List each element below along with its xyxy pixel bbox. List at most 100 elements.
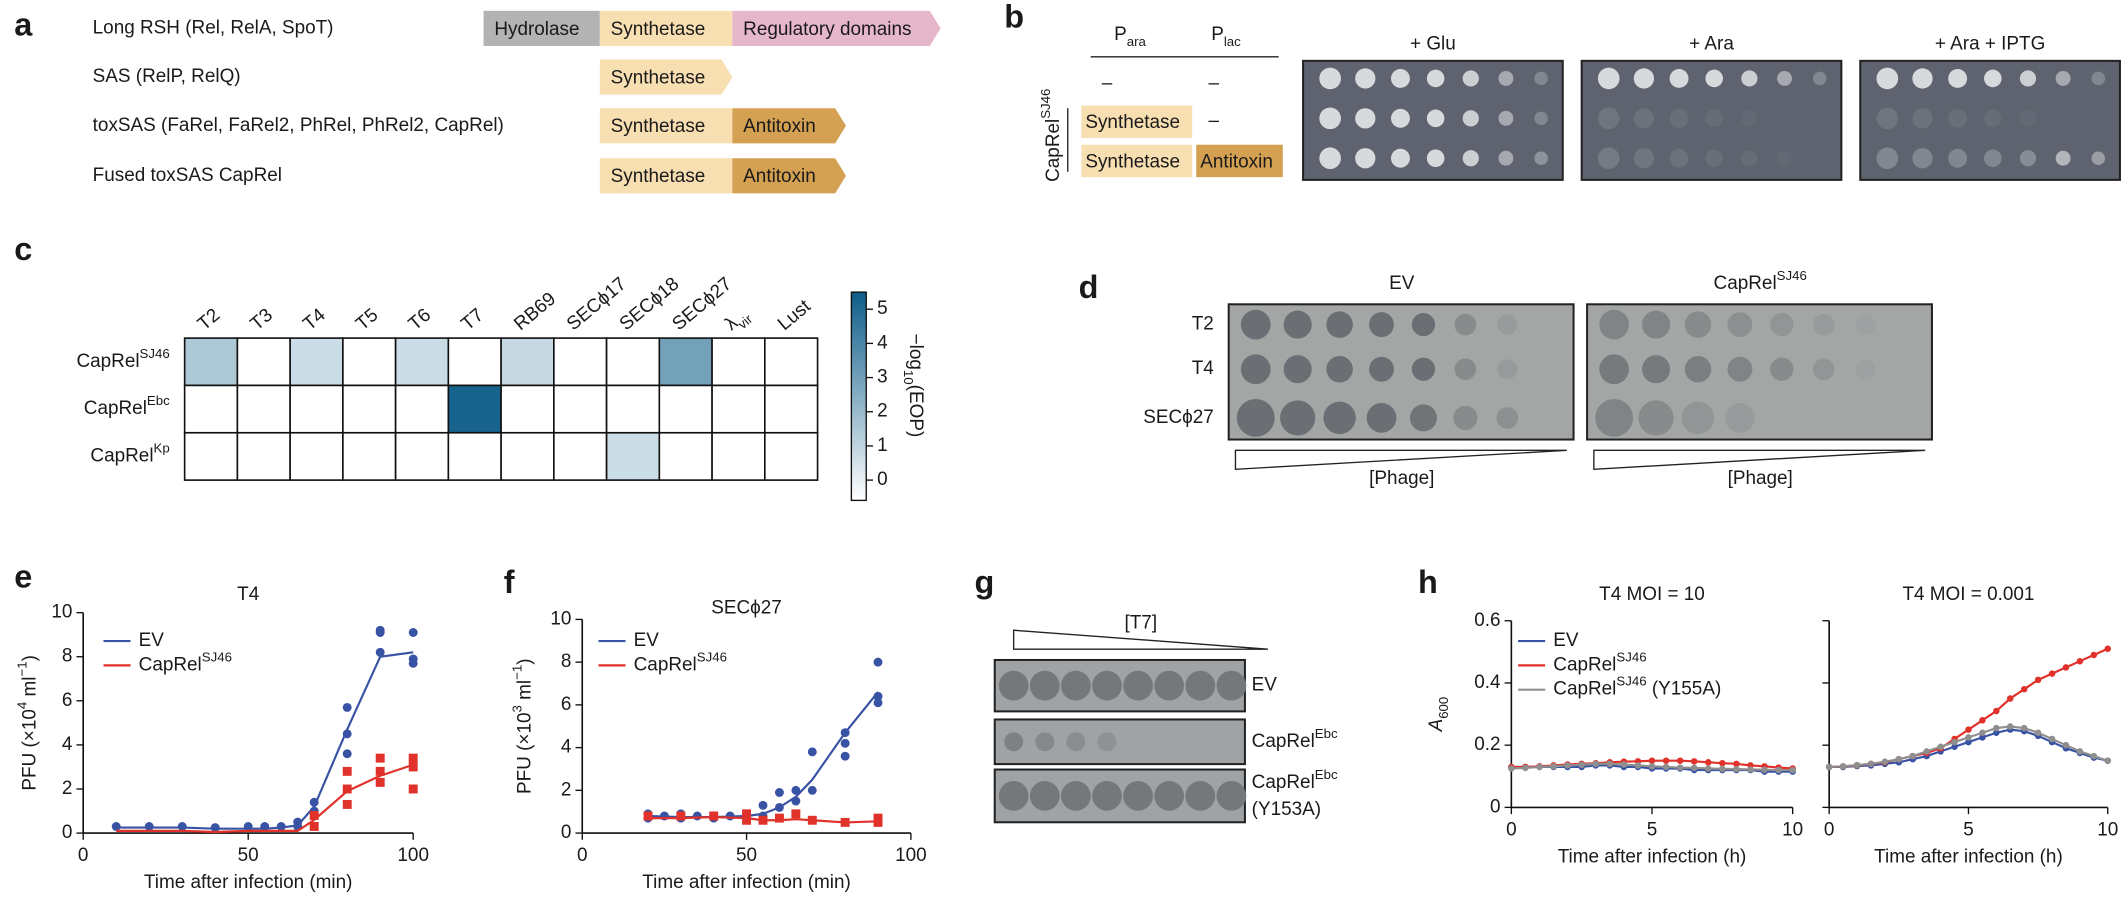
legend-label-part: CapRel: [139, 654, 202, 675]
heat-cell: [394, 431, 450, 481]
legend-label-part: SJ46: [1616, 674, 1646, 689]
y-tick-label: 10: [51, 602, 72, 623]
data-point: [1965, 738, 1972, 746]
spot: [1597, 147, 1620, 170]
domain-row-label: Fused toxSAS CapRel: [93, 165, 282, 186]
spot: [2019, 70, 2037, 87]
data-point: [408, 762, 418, 772]
spot: [1355, 148, 1376, 169]
y-tick-label: 0.2: [1474, 734, 1500, 755]
data-point: [807, 747, 817, 757]
data-point: [1881, 758, 1889, 765]
phage-label: SECϕ27: [1143, 407, 1214, 428]
plaque-spot: [1236, 398, 1275, 437]
panel-label: g: [974, 564, 994, 600]
strain-label-part: Ebc: [1315, 726, 1338, 741]
data-point: [309, 810, 319, 820]
spot: [1390, 108, 1410, 128]
heat-cell: [236, 384, 291, 434]
plaque-spot: [998, 670, 1029, 701]
data-point: [873, 657, 883, 667]
x-tick-label: 100: [895, 845, 927, 866]
plaque-spot: [1812, 358, 1835, 381]
x-tick-label: 10: [1782, 819, 1803, 840]
row-label-part: Ebc: [147, 393, 170, 408]
data-point: [873, 691, 883, 701]
spot: [1597, 67, 1620, 90]
y-tick-label: 0: [561, 822, 572, 843]
plaque-spot: [1496, 407, 1519, 429]
heat-cell: [658, 384, 713, 434]
y-tick-label: 0.6: [1474, 610, 1500, 631]
spot: [1777, 71, 1792, 86]
plaque-spot: [1029, 781, 1060, 811]
data-point: [1867, 760, 1875, 768]
chart-title: T4 MOI = 10: [1599, 584, 1705, 605]
strain-label-part: Ebc: [1315, 767, 1338, 782]
plaque-spot: [1681, 401, 1715, 435]
heat-cell: [658, 431, 713, 481]
panel-label: d: [1079, 269, 1099, 305]
data-point: [144, 822, 154, 831]
spot: [1426, 149, 1445, 168]
data-point: [342, 766, 352, 776]
data-point: [1634, 762, 1642, 769]
spot: [1426, 109, 1445, 128]
heat-cell: [605, 431, 661, 481]
x-axis-label: Time after infection (min): [642, 872, 851, 893]
data-point: [840, 817, 850, 827]
plate-title: + Glu: [1410, 34, 1456, 55]
x-tick-label: 10: [2097, 819, 2118, 840]
data-point: [1993, 707, 2000, 715]
data-point: [1564, 762, 1571, 769]
plate-strip: [993, 718, 1246, 766]
x-tick-label: 0: [1506, 819, 1517, 840]
phage-label: T4: [1192, 358, 1214, 379]
data-point: [1979, 729, 1986, 736]
plaque-spot: [1638, 400, 1674, 436]
colorbar-label-part: 10: [901, 370, 916, 385]
data-point: [1993, 724, 2000, 732]
colorbar-tick-label: 4: [877, 332, 888, 353]
domain-label: Hydrolase: [494, 19, 579, 40]
heat-cell: [447, 384, 502, 434]
column-label: T5: [352, 305, 382, 335]
data-point: [2020, 724, 2028, 732]
domain-box: [732, 10, 941, 46]
data-point: [1662, 757, 1670, 764]
legend-label-part: CapRel: [1553, 654, 1616, 675]
spot: [2091, 151, 2106, 165]
heat-cell: [764, 431, 819, 481]
plaque-spot: [1411, 357, 1436, 381]
column-header-part: P: [1211, 24, 1224, 45]
plate-title: CapRelSJ46: [1714, 268, 1807, 294]
column-header: Para: [1114, 24, 1146, 49]
plaque-spot: [1326, 355, 1353, 383]
heat-cell: [183, 431, 239, 481]
row-label-part: CapRel: [90, 445, 153, 466]
heat-cell: [236, 337, 291, 387]
data-point: [709, 811, 719, 821]
domain-row-label: Long RSH (Rel, RelA, SpoT): [93, 17, 334, 38]
legend-label-part: SJ46: [202, 649, 232, 664]
spot: [1390, 148, 1410, 168]
panel-label: e: [14, 558, 32, 594]
column-header: Plac: [1211, 24, 1241, 49]
y-axis-label-part: −1: [14, 661, 29, 676]
plaque-spot: [1004, 732, 1024, 752]
heat-cell: [711, 384, 766, 434]
phage-label: T2: [1192, 314, 1214, 335]
plaque-spot: [1035, 732, 1055, 752]
spot: [1633, 148, 1655, 169]
plaque-spot: [1061, 781, 1091, 811]
plaque-spot: [1123, 670, 1153, 701]
data-point: [1853, 761, 1861, 769]
colorbar-tick-label: 0: [877, 469, 888, 490]
spot: [1633, 108, 1655, 129]
plaque-spot: [1497, 359, 1518, 380]
data-point: [1979, 734, 1986, 741]
data-point: [791, 809, 801, 819]
colorbar-tick-label: 5: [877, 298, 888, 319]
domain-box: [599, 108, 733, 144]
data-point: [1761, 766, 1768, 773]
